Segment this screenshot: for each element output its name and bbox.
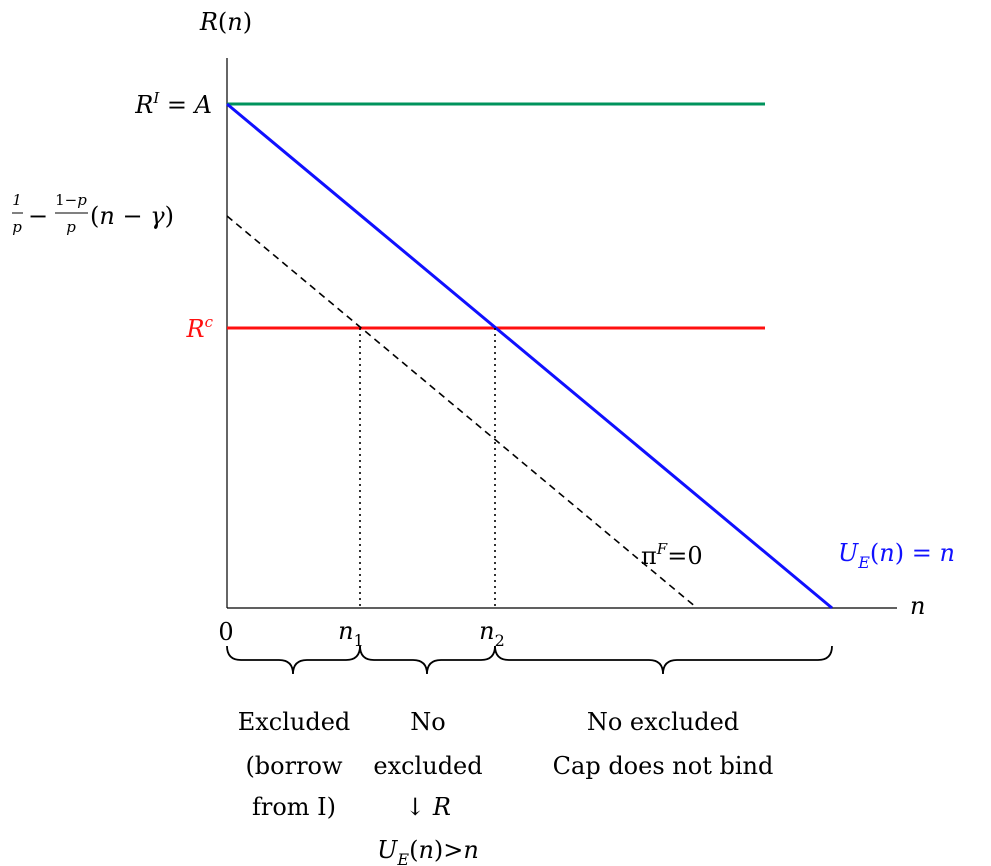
pif-zero-label: πF=0 (641, 540, 703, 570)
brace-no-excluded (359, 645, 496, 675)
svg-text:1−p: 1−p (55, 191, 87, 209)
svg-text:(n − γ): (n − γ) (90, 202, 174, 230)
region-no-excluded-line1: No (410, 708, 445, 736)
pif-zero-line (226, 215, 698, 609)
ue-label: UE(n) = n (838, 539, 955, 572)
svg-text:−: − (28, 202, 48, 230)
svg-text:p: p (12, 218, 22, 236)
n2-label: n2 (479, 617, 505, 650)
region-cap-line1: No excluded (587, 708, 739, 736)
intercept-label: 1 p − 1−p p (n − γ) (12, 191, 174, 236)
region-excluded-line3: from I) (252, 793, 336, 821)
brace-cap-not-bind (494, 645, 833, 675)
ue-line (226, 102, 833, 610)
region-no-excluded-line2: excluded (373, 752, 482, 780)
region-no-excluded-ue-gt-n: UE(n)>n (377, 836, 479, 866)
svg-text:p: p (66, 218, 76, 236)
brace-excluded (226, 645, 361, 675)
ri-level-label: RI = A (134, 89, 212, 119)
region-excluded-line2: (borrow (245, 752, 343, 780)
region-cap-line2: Cap does not bind (553, 752, 774, 780)
region-no-excluded-arrow-r: ↓ R (405, 793, 451, 821)
origin-label: 0 (218, 618, 233, 646)
x-axis-label: n (910, 592, 925, 620)
rc-level-label: Rc (186, 313, 214, 343)
svg-text:1: 1 (12, 191, 22, 209)
n1-label: n1 (338, 617, 364, 650)
region-excluded-line1: Excluded (238, 708, 351, 736)
y-axis-label: R(n) (199, 8, 252, 36)
